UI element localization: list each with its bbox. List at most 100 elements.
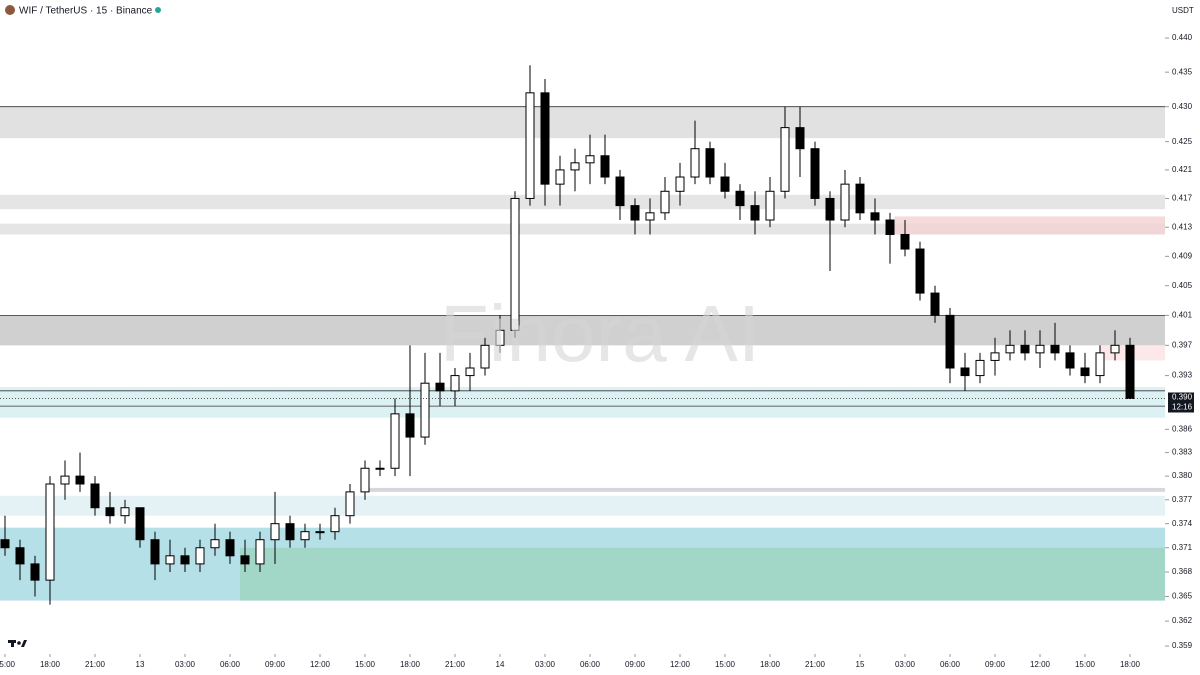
candle-body (600, 155, 610, 178)
candle-body (330, 515, 340, 533)
candle-body (375, 467, 385, 470)
candle-body (300, 531, 310, 541)
candle-body (930, 292, 940, 316)
zone (240, 547, 1165, 601)
symbol-icon (5, 5, 15, 15)
candle-body (75, 475, 85, 485)
candle-body (885, 219, 895, 235)
candle-body (810, 148, 820, 199)
candle-body (90, 483, 100, 509)
candle-body (450, 375, 460, 392)
y-tick-label: 0.386 (1172, 424, 1193, 433)
x-tick-label: 21:00 (445, 660, 466, 669)
zone (0, 223, 1165, 235)
candle-body (345, 491, 355, 517)
status-dot (155, 7, 161, 13)
candle-body (420, 382, 430, 438)
y-tick-label: 0.421 (1172, 165, 1193, 174)
x-tick-label: 09:00 (625, 660, 646, 669)
candle-body (435, 382, 445, 392)
candle-body (570, 162, 580, 171)
candle-body (180, 555, 190, 565)
zone (0, 387, 1165, 418)
candle-body (165, 555, 175, 565)
x-tick-label: 18:00 (760, 660, 781, 669)
candle-body (0, 539, 10, 549)
x-tick-label: 03:00 (175, 660, 196, 669)
y-tick-label: 0.365 (1172, 592, 1193, 601)
x-tick-label: 12:00 (310, 660, 331, 669)
x-tick-label: 12:00 (1030, 660, 1051, 669)
candle-body (615, 176, 625, 207)
candle-body (585, 155, 595, 164)
candle-body (1065, 352, 1075, 369)
candle-body (1050, 344, 1060, 354)
candle-body (405, 413, 415, 438)
candle-body (690, 148, 700, 178)
zone (0, 495, 1165, 516)
watermark: Finora AI (440, 289, 760, 378)
x-tick-label: 21:00 (805, 660, 826, 669)
candle-body (1005, 344, 1015, 354)
candle-body (510, 197, 520, 331)
candle-body (315, 531, 325, 534)
candle-body (630, 205, 640, 221)
candle-body (705, 148, 715, 178)
candle-body (870, 212, 880, 221)
x-tick-label: 15:00 (355, 660, 376, 669)
y-tick-label: 0.405 (1172, 281, 1193, 290)
candle-body (1020, 344, 1030, 354)
candle-body (30, 563, 40, 581)
candle-body (645, 212, 655, 221)
zone (364, 487, 1165, 492)
countdown-label: 12:16 (1172, 403, 1193, 412)
x-tick-label: 03:00 (535, 660, 556, 669)
y-tick-label: 0.435 (1172, 67, 1193, 76)
candle-body (795, 127, 805, 150)
candle-body (660, 190, 670, 214)
plot-area (0, 65, 1165, 605)
candle-body (750, 205, 760, 221)
x-tick-label: 15 (856, 660, 865, 669)
y-tick-label: 0.417 (1172, 194, 1193, 203)
x-tick-label: 18:00 (1120, 660, 1141, 669)
candle-body (960, 367, 970, 377)
x-tick-label: 15:00 (1075, 660, 1096, 669)
y-tick-label: 0.383 (1172, 448, 1193, 457)
candle-body (15, 547, 25, 565)
candle-body (135, 507, 145, 541)
y-tick-label: 0.397 (1172, 340, 1193, 349)
candle-body (360, 467, 370, 493)
y-tick-label: 0.409 (1172, 251, 1193, 260)
x-tick-label: 15:00 (0, 660, 16, 669)
x-tick-label: 13 (136, 660, 145, 669)
candle-body (1095, 352, 1105, 377)
y-tick-label: 0.425 (1172, 137, 1193, 146)
candle-body (1035, 344, 1045, 354)
x-tick-label: 21:00 (85, 660, 106, 669)
candle-body (105, 507, 115, 517)
candle-body (45, 483, 55, 581)
y-tick-label: 0.393 (1172, 371, 1193, 380)
candle-body (525, 92, 535, 199)
y-tick-label: 0.430 (1172, 102, 1193, 111)
candle-body (1110, 344, 1120, 354)
candle-body (150, 539, 160, 565)
y-tick-label: 0.440 (1172, 33, 1193, 42)
candle-body (255, 539, 265, 565)
candle-body (225, 539, 235, 557)
zone (894, 216, 1165, 235)
candle-body (495, 329, 505, 346)
candle-body (270, 523, 280, 541)
candle-body (675, 176, 685, 192)
x-tick-label: 15:00 (715, 660, 736, 669)
candle-body (735, 190, 745, 207)
tradingview-logo (8, 640, 27, 647)
x-tick-label: 06:00 (580, 660, 601, 669)
candle-body (60, 475, 70, 485)
x-tick-label: 06:00 (940, 660, 961, 669)
y-tick-label: 0.362 (1172, 616, 1193, 625)
y-tick-label: 0.413 (1172, 222, 1193, 231)
